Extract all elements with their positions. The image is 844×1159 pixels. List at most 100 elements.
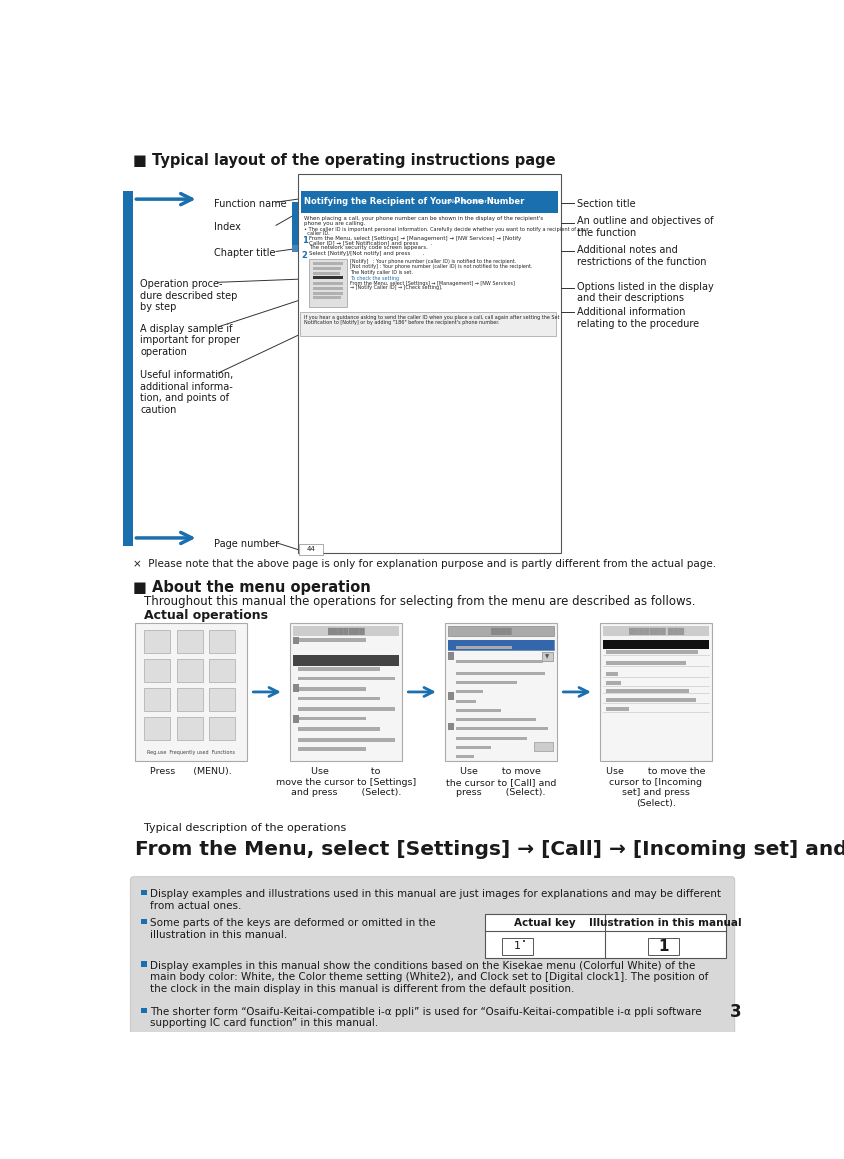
Bar xyxy=(313,276,343,279)
Bar xyxy=(298,697,380,700)
Bar xyxy=(141,890,147,895)
Text: • The caller ID is important personal information. Carefully decide whether you : • The caller ID is important personal in… xyxy=(304,227,589,232)
Bar xyxy=(606,661,686,665)
Text: Illustration in this manual: Illustration in this manual xyxy=(589,918,741,928)
Text: Notification to [Notify] or by adding "186" before the recipient's phone number.: Notification to [Notify] or by adding "1… xyxy=(304,320,500,325)
Text: The network security code screen appears.: The network security code screen appears… xyxy=(309,246,428,250)
Text: From the Menu, select [Settings] → [Management] → [NW Services] → [Notify: From the Menu, select [Settings] → [Mana… xyxy=(309,236,522,241)
Text: → [Notify Caller ID] → [Check setting].: → [Notify Caller ID] → [Check setting]. xyxy=(350,285,443,291)
Bar xyxy=(542,651,553,661)
Text: Additional notes and
restrictions of the function: Additional notes and restrictions of the… xyxy=(576,246,706,267)
Bar xyxy=(456,681,517,684)
FancyBboxPatch shape xyxy=(130,876,735,1052)
Text: Useful information,
additional informa-
tion, and points of
caution: Useful information, additional informa- … xyxy=(140,370,234,415)
Bar xyxy=(144,717,170,739)
Bar xyxy=(298,748,365,751)
Text: 2: 2 xyxy=(301,252,307,261)
Bar xyxy=(293,655,399,665)
Text: Additional information
relating to the procedure: Additional information relating to the p… xyxy=(576,307,699,328)
Bar xyxy=(291,202,298,245)
Text: 3: 3 xyxy=(729,1003,741,1021)
Bar xyxy=(293,627,399,636)
Text: ███████ ███: ███████ ███ xyxy=(628,627,684,635)
Bar xyxy=(456,728,549,730)
Bar xyxy=(313,267,341,270)
Bar xyxy=(291,245,298,253)
Text: A display sample if
important for proper
operation: A display sample if important for proper… xyxy=(140,323,241,357)
Text: Press      (MENU).: Press (MENU). xyxy=(150,767,231,777)
Bar xyxy=(208,717,235,739)
Text: Reg.use  Frequently used  Functions: Reg.use Frequently used Functions xyxy=(147,750,235,755)
Bar xyxy=(448,692,454,700)
Text: To check the setting: To check the setting xyxy=(350,276,399,282)
Text: Use        to move the
cursor to [Incoming
set] and press
(Select).: Use to move the cursor to [Incoming set]… xyxy=(606,767,706,808)
Bar xyxy=(135,622,247,761)
Bar xyxy=(313,283,343,285)
Text: Chapter title: Chapter title xyxy=(214,248,275,258)
Bar xyxy=(448,640,555,650)
Text: 1: 1 xyxy=(658,939,668,954)
Text: phone you are calling.: phone you are calling. xyxy=(304,220,365,226)
Bar xyxy=(448,627,555,636)
Text: Display examples and illustrations used in this manual are just images for expla: Display examples and illustrations used … xyxy=(150,889,722,911)
Text: Some parts of the keys are deformed or omitted in the
illustration in this manua: Some parts of the keys are deformed or o… xyxy=(150,918,436,940)
Bar xyxy=(600,622,712,761)
Bar xyxy=(298,738,395,742)
Bar xyxy=(298,716,365,721)
Text: ■ About the menu operation: ■ About the menu operation xyxy=(133,580,371,595)
Text: Display examples in this manual show the conditions based on the Kisekae menu (C: Display examples in this manual show the… xyxy=(150,961,709,994)
Bar xyxy=(144,659,170,681)
Bar xyxy=(606,681,621,685)
Bar xyxy=(176,630,203,653)
Text: Actual key: Actual key xyxy=(514,918,576,928)
Text: Use        to move
the cursor to [Call] and
press        (Select).: Use to move the cursor to [Call] and pre… xyxy=(446,767,556,797)
Bar xyxy=(298,174,561,553)
Bar xyxy=(141,1007,147,1013)
Text: Select [Notify]/[Not notify] and press       .: Select [Notify]/[Not notify] and press . xyxy=(309,252,425,256)
Bar xyxy=(603,627,709,636)
Text: Function name: Function name xyxy=(214,199,287,209)
Bar xyxy=(298,728,380,731)
Text: If you hear a guidance asking to send the caller ID when you place a call, call : If you hear a guidance asking to send th… xyxy=(304,315,560,320)
Text: Use              to
move the cursor to [Settings]
and press        (Select).: Use to move the cursor to [Settings] and… xyxy=(276,767,416,797)
Text: Caller ID] → [Set Notification] and press       .: Caller ID] → [Set Notification] and pres… xyxy=(309,241,433,246)
Bar xyxy=(456,672,545,675)
Bar xyxy=(176,659,203,681)
Bar xyxy=(293,636,300,644)
Text: The Notify caller ID is set.: The Notify caller ID is set. xyxy=(350,270,414,275)
Bar xyxy=(122,191,133,546)
Bar xyxy=(606,650,698,654)
Text: caller ID.: caller ID. xyxy=(304,231,330,235)
Bar xyxy=(456,700,476,702)
Bar xyxy=(448,640,555,650)
Bar xyxy=(141,919,147,925)
Text: Notifying the Recipient of Your Phone Number: Notifying the Recipient of Your Phone Nu… xyxy=(304,197,524,206)
Bar xyxy=(456,719,536,721)
Text: <Notify caller ID>: <Notify caller ID> xyxy=(441,199,501,204)
Bar xyxy=(313,297,341,299)
Bar xyxy=(176,717,203,739)
Text: When placing a call, your phone number can be shown in the display of the recipi: When placing a call, your phone number c… xyxy=(304,216,543,221)
Bar xyxy=(208,688,235,710)
Text: The shorter form “Osaifu-Keitai-compatible i-α ppli” is used for “Osaifu-Keitai-: The shorter form “Osaifu-Keitai-compatib… xyxy=(150,1007,702,1028)
Bar xyxy=(456,691,484,693)
Bar xyxy=(485,914,726,957)
Bar xyxy=(606,672,619,676)
Text: 1: 1 xyxy=(514,941,522,952)
Bar xyxy=(313,287,343,290)
Text: •: • xyxy=(522,939,526,946)
Bar xyxy=(456,755,474,758)
Bar xyxy=(300,191,558,213)
Bar xyxy=(208,630,235,653)
Bar xyxy=(648,938,679,955)
Bar xyxy=(456,746,491,749)
Bar xyxy=(293,684,300,692)
Text: Throughout this manual the operations for selecting from the menu are described : Throughout this manual the operations fo… xyxy=(144,595,695,608)
Bar xyxy=(456,659,543,663)
Bar xyxy=(313,292,343,294)
Bar xyxy=(606,688,689,693)
Bar xyxy=(606,698,696,702)
Bar xyxy=(456,646,511,649)
Bar xyxy=(309,260,347,307)
Bar xyxy=(144,630,170,653)
